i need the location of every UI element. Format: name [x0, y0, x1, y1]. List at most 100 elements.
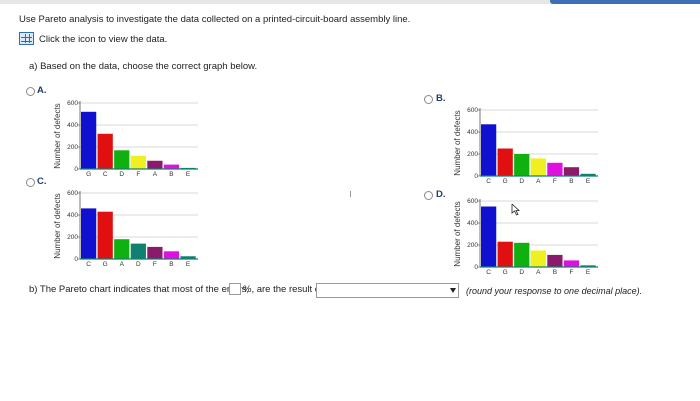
y-tick-label: 200: [67, 144, 78, 151]
chevron-down-icon: [450, 288, 456, 293]
bar-D: [514, 242, 530, 267]
chart-option-d: 600 400 200 0 Number of defects C G D A B F E: [453, 198, 598, 276]
y-tick-label: 400: [67, 212, 78, 219]
y-axis-title: Number of defects: [453, 201, 462, 266]
bar-G: [497, 241, 513, 267]
y-tick-label: 400: [467, 220, 478, 227]
y-axis-title: Number of defects: [53, 103, 62, 168]
bar-F: [130, 155, 146, 169]
part-b-percent-text: %, are the result of: [243, 284, 323, 295]
y-tick-label: 0: [74, 256, 78, 263]
intro-text: Use Pareto analysis to investigate the d…: [19, 14, 411, 25]
y-tick-label: 600: [467, 107, 478, 114]
y-tick-label: 200: [67, 234, 78, 241]
y-tick-label: 400: [467, 129, 478, 136]
x-category-label: D: [519, 178, 524, 185]
y-tick-label: 400: [67, 122, 78, 129]
bar-D: [514, 154, 530, 176]
y-tick-label: 0: [474, 264, 478, 271]
x-category-label: C: [486, 178, 491, 185]
x-category-label: A: [120, 261, 125, 268]
chart-option-a: 600 400 200 0 Number of defects G C D F A B E: [53, 100, 198, 178]
bar-C: [481, 206, 497, 267]
bar-C: [97, 133, 113, 169]
x-category-label: F: [553, 178, 557, 185]
chart-option-b: 600 400 200 0 Number of defects C G D A F B E: [453, 107, 598, 185]
x-category-label: E: [586, 178, 591, 185]
y-axis-title: Number of defects: [453, 110, 462, 175]
bar-F: [147, 246, 163, 259]
bar-A: [530, 250, 546, 267]
x-category-label: F: [569, 269, 573, 276]
option-a-label: A.: [37, 85, 47, 96]
x-category-label: A: [153, 171, 158, 178]
option-b-label: B.: [436, 93, 446, 104]
x-category-label: D: [519, 269, 524, 276]
x-category-label: D: [136, 261, 141, 268]
x-category-label: D: [119, 171, 124, 178]
bar-C: [81, 208, 97, 259]
y-tick-label: 200: [467, 151, 478, 158]
bar-B: [547, 254, 563, 267]
x-category-label: B: [169, 261, 173, 268]
bar-B: [163, 164, 180, 169]
option-a-radio[interactable]: [26, 87, 35, 96]
part-a-text: a) Based on the data, choose the correct…: [29, 61, 258, 72]
mouse-cursor-icon: [511, 204, 521, 216]
x-category-label: E: [186, 261, 191, 268]
y-tick-label: 600: [467, 198, 478, 205]
x-category-label: C: [103, 171, 108, 178]
x-category-label: E: [186, 171, 191, 178]
cause-select[interactable]: [316, 283, 459, 298]
option-c-radio[interactable]: [26, 178, 35, 187]
x-category-label: B: [553, 269, 557, 276]
option-d-label: D.: [436, 189, 446, 200]
bar-G: [497, 148, 513, 176]
bar-G: [81, 111, 97, 169]
bar-B: [563, 167, 580, 176]
x-category-label: E: [586, 269, 591, 276]
option-d-radio[interactable]: [424, 191, 433, 200]
bar-F: [563, 260, 580, 267]
bar-G: [97, 211, 113, 259]
bar-B: [163, 251, 180, 259]
y-tick-label: 600: [67, 100, 78, 107]
x-category-label: G: [86, 171, 91, 178]
x-category-label: G: [503, 269, 508, 276]
data-link-text[interactable]: Click the icon to view the data.: [39, 34, 168, 45]
bar-C: [481, 124, 497, 176]
bar-A: [530, 158, 546, 176]
bar-D: [114, 150, 130, 169]
x-category-label: G: [103, 261, 108, 268]
y-axis-title: Number of defects: [53, 193, 62, 258]
bar-A: [147, 160, 163, 169]
bar-F: [547, 162, 563, 176]
x-category-label: C: [486, 269, 491, 276]
top-bar-accent: [550, 0, 700, 4]
y-tick-label: 0: [74, 166, 78, 173]
x-category-label: B: [169, 171, 173, 178]
bar-E: [180, 256, 196, 259]
x-category-label: B: [569, 178, 573, 185]
option-b-radio[interactable]: [424, 95, 433, 104]
bar-A: [114, 239, 130, 259]
x-category-label: F: [153, 261, 157, 268]
percent-input[interactable]: [229, 283, 241, 295]
x-category-label: A: [536, 178, 541, 185]
x-category-label: F: [136, 171, 140, 178]
x-category-label: A: [536, 269, 541, 276]
top-bar: [0, 0, 700, 4]
chart-option-c: 600 400 200 0 Number of defects C G A D F B E: [53, 190, 198, 268]
bar-D: [130, 243, 146, 259]
bar-E: [580, 173, 596, 176]
part-b-text: b) The Pareto chart indicates that most …: [29, 284, 250, 295]
y-tick-label: 200: [467, 242, 478, 249]
rounding-hint: (round your response to one decimal plac…: [466, 286, 643, 296]
data-table-icon[interactable]: [19, 32, 34, 45]
x-category-label: G: [503, 178, 508, 185]
bar-E: [580, 265, 596, 267]
y-tick-label: 600: [67, 190, 78, 197]
y-tick-label: 0: [474, 173, 478, 180]
x-category-label: C: [86, 261, 91, 268]
stray-mark: [350, 191, 351, 197]
